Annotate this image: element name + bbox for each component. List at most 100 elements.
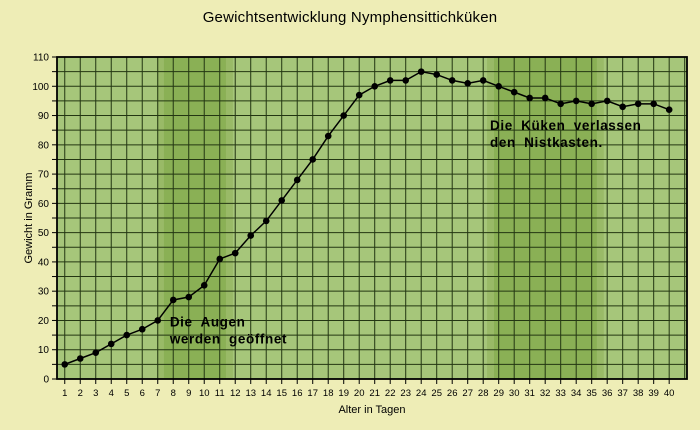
annotation-eyes-open: Die Augen werden geöffnet xyxy=(169,314,287,346)
x-tick-label: 17 xyxy=(307,388,318,399)
data-point-day-5 xyxy=(123,331,131,339)
data-point-day-21 xyxy=(371,82,379,90)
data-point-day-36 xyxy=(603,97,611,105)
chart-title: Gewichtsentwicklung Nymphensittichküken xyxy=(202,9,498,26)
data-point-day-35 xyxy=(588,100,595,108)
y-tick-label: 50 xyxy=(38,228,50,239)
data-point-day-31 xyxy=(526,94,533,102)
data-point-day-32 xyxy=(541,94,549,102)
data-point-day-27 xyxy=(464,80,472,87)
data-point-day-37 xyxy=(619,103,626,111)
x-tick-label: 6 xyxy=(140,388,145,399)
data-point-day-10 xyxy=(200,282,208,289)
x-tick-label: 7 xyxy=(155,388,160,399)
grid-lines xyxy=(57,57,687,379)
y-tick-label: 60 xyxy=(38,199,50,210)
x-tick-label: 5 xyxy=(124,388,129,399)
data-point-day-26 xyxy=(448,77,456,84)
data-point-day-2 xyxy=(76,355,84,362)
data-point-day-24 xyxy=(417,68,425,75)
x-tick-label: 8 xyxy=(171,388,176,399)
x-tick-label: 39 xyxy=(648,388,659,399)
data-point-day-3 xyxy=(92,349,100,356)
y-tick-label: 20 xyxy=(38,316,50,327)
y-tick-label: 40 xyxy=(38,257,50,268)
data-point-day-29 xyxy=(495,82,502,90)
x-tick-label: 28 xyxy=(478,388,489,399)
x-tick-label: 29 xyxy=(493,388,504,399)
x-tick-label: 23 xyxy=(400,388,411,399)
x-tick-label: 36 xyxy=(602,388,613,399)
data-point-day-18 xyxy=(324,132,332,140)
data-point-day-25 xyxy=(433,71,441,78)
data-point-day-33 xyxy=(557,100,564,108)
x-tick-label: 2 xyxy=(78,388,83,399)
x-tick-label: 4 xyxy=(109,388,114,399)
y-tick-label: 90 xyxy=(38,111,50,122)
data-point-day-23 xyxy=(402,77,410,84)
x-tick-label: 40 xyxy=(664,388,675,399)
data-points xyxy=(61,68,673,368)
data-point-day-22 xyxy=(386,77,394,84)
data-point-day-39 xyxy=(650,100,657,108)
y-tick-label: 30 xyxy=(38,287,50,298)
x-tick-label: 14 xyxy=(261,388,272,399)
data-point-day-30 xyxy=(510,88,518,96)
data-point-day-40 xyxy=(665,106,673,113)
x-tick-label: 35 xyxy=(586,388,597,399)
x-tick-label: 10 xyxy=(199,388,210,399)
x-tick-label: 26 xyxy=(447,388,458,399)
x-tick-label: 19 xyxy=(338,388,349,399)
x-tick-label: 38 xyxy=(633,388,644,399)
data-point-day-1 xyxy=(61,361,69,368)
y-tick-label: 70 xyxy=(38,170,50,181)
data-point-day-20 xyxy=(355,91,363,99)
x-tick-label: 27 xyxy=(462,388,473,399)
x-tick-label: 34 xyxy=(571,388,582,399)
data-point-day-13 xyxy=(247,232,255,239)
x-tick-label: 13 xyxy=(245,388,256,399)
data-point-day-16 xyxy=(293,176,301,184)
x-tick-label: 1 xyxy=(62,388,67,399)
x-tick-label: 22 xyxy=(385,388,396,399)
x-tick-labels: 1 2 3 4 5 6 7 8 9 10 11 12 13 14 15 16 17 18 19 20 21 22 23 24 2… xyxy=(62,388,674,399)
y-tick-labels: 0 10 20 30 40 50 60 70 80 90 100 110 xyxy=(32,53,49,386)
x-tick-label: 24 xyxy=(416,388,427,399)
x-tick-label: 16 xyxy=(292,388,303,399)
y-tick-label: 0 xyxy=(43,375,49,386)
x-tick-label: 33 xyxy=(555,388,566,399)
x-tick-label: 9 xyxy=(186,388,191,399)
x-tick-label: 37 xyxy=(617,388,628,399)
y-axis-title: Gewicht in Gramm xyxy=(23,172,35,263)
x-tick-label: 18 xyxy=(323,388,334,399)
data-point-day-8 xyxy=(169,296,177,304)
x-tick-label: 25 xyxy=(431,388,442,399)
data-point-day-12 xyxy=(231,249,239,257)
x-tick-label: 21 xyxy=(369,388,380,399)
y-tick-label: 80 xyxy=(38,140,50,151)
x-tick-label: 30 xyxy=(509,388,520,399)
x-tick-label: 32 xyxy=(540,388,551,399)
data-point-day-28 xyxy=(479,77,487,84)
x-tick-label: 11 xyxy=(215,388,225,399)
data-point-day-4 xyxy=(107,340,115,348)
annotation-leave-nestbox: Die Küken verlassen den Nistkasten. xyxy=(490,118,641,150)
y-tick-label: 10 xyxy=(38,345,50,356)
data-point-day-34 xyxy=(572,97,580,105)
x-tick-label: 3 xyxy=(93,388,98,399)
data-point-day-6 xyxy=(138,325,146,333)
x-axis-title: Alter in Tagen xyxy=(338,404,405,416)
x-tick-label: 31 xyxy=(524,388,535,399)
plot-border xyxy=(56,56,688,380)
data-point-day-7 xyxy=(154,317,162,324)
weight-series-line xyxy=(64,70,670,366)
data-point-day-19 xyxy=(340,112,348,119)
data-point-day-15 xyxy=(278,197,286,204)
x-tick-label: 12 xyxy=(230,388,241,399)
data-point-day-14 xyxy=(262,217,270,225)
data-point-day-11 xyxy=(216,255,224,263)
y-tick-label: 100 xyxy=(32,82,49,93)
x-tick-label: 20 xyxy=(354,388,365,399)
